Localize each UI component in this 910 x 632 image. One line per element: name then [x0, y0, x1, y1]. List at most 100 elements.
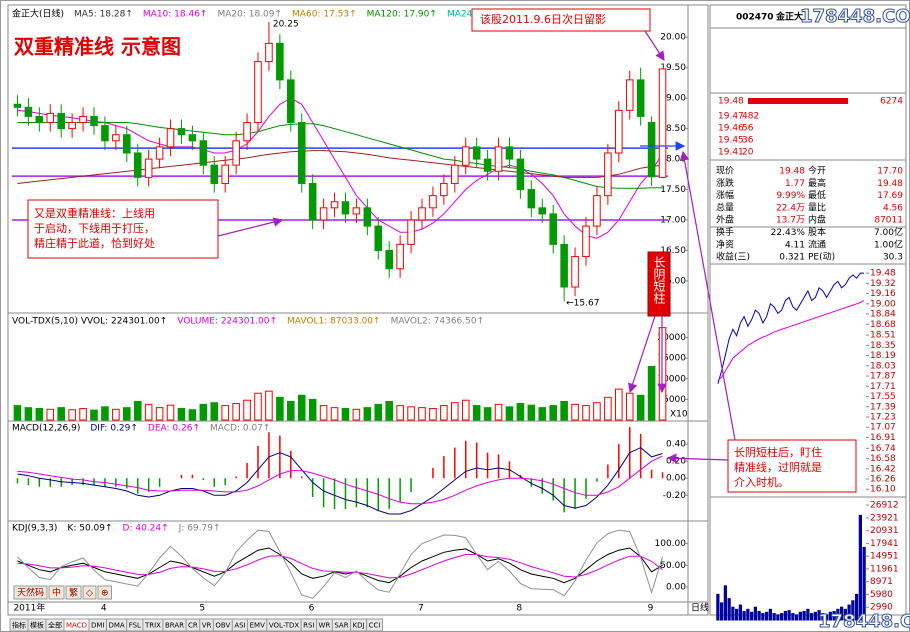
volume-bar [720, 602, 724, 621]
bar-note: 长阴短柱 [652, 256, 666, 305]
tab-label[interactable]: RSI [303, 622, 314, 630]
toolbar-button[interactable] [82, 585, 97, 600]
volume-bar [560, 400, 568, 421]
y-tick-label: 19.50 [660, 63, 686, 73]
toolbar-button[interactable] [48, 585, 65, 600]
legend-entry: KDJ(9,3,3) [12, 524, 57, 534]
arrow [666, 453, 729, 464]
tab-label[interactable]: OBV [215, 622, 230, 630]
tab-label[interactable]: DMI [91, 622, 105, 630]
macd-line [17, 447, 663, 515]
volume-bar [483, 407, 492, 421]
toolbar-button[interactable] [13, 585, 48, 600]
y-tick-label: 18.00 [660, 155, 686, 165]
toolbar-button[interactable] [97, 585, 113, 600]
volume-bar [166, 404, 175, 421]
volume-bar [817, 610, 821, 621]
volume-bar [112, 408, 120, 421]
legend-entry: MA120: 17.90↑ [367, 10, 437, 20]
stat-value: 1.00亿 [874, 238, 903, 250]
left-note: 于启动，下线用于打压， [34, 221, 155, 235]
stat-value: 1.77 [785, 179, 805, 189]
unit-label: X10 [670, 410, 688, 420]
stat-value: 17.70 [877, 167, 903, 177]
tab-label[interactable]: TRIX [144, 622, 161, 630]
y-tick-label: 18.84 [870, 310, 896, 320]
tab-label[interactable]: SAR [334, 622, 348, 630]
toolbar-label[interactable]: ⊕ [101, 589, 109, 599]
volume-bar [735, 608, 739, 621]
order-price: 19.41 [718, 148, 744, 158]
tab-label[interactable]: ASI [234, 622, 245, 630]
tab-label[interactable]: FSL [129, 622, 141, 630]
y-tick-label: 16.42 [870, 464, 896, 474]
y-tick-label: 20931 [870, 526, 899, 536]
legend-entry: MA60: 17.53↑ [292, 10, 357, 20]
order-price: 19.45 [718, 136, 744, 146]
volume-bar [761, 613, 765, 621]
candle-body [24, 106, 33, 117]
tab[interactable] [366, 618, 383, 632]
chart-title: 双重精准线 示意图 [14, 35, 181, 59]
candle-body [330, 201, 339, 209]
tab-label[interactable]: CCI [369, 622, 381, 630]
tab-label[interactable]: VR [202, 622, 212, 630]
tab-label[interactable]: MACD [66, 622, 87, 630]
candle-body [418, 207, 426, 221]
order-price: 19.47 [718, 112, 744, 122]
volume-bar [90, 409, 98, 421]
tab-label[interactable]: EMV [250, 622, 265, 630]
y-tick-label: 18.51 [870, 331, 896, 341]
watermark: 178448.COM [800, 6, 910, 27]
toolbar-label[interactable]: 繁 [69, 587, 78, 599]
tab-label[interactable]: 模板 [30, 621, 44, 630]
volume-bar [582, 405, 590, 421]
candle-body [112, 134, 120, 142]
volume-bar [802, 610, 806, 621]
tab-label[interactable]: BRAR [165, 622, 184, 630]
toolbar-label[interactable]: ◇ [86, 589, 93, 599]
order-volume: 20 [742, 148, 754, 158]
tab-label[interactable]: 指标 [12, 621, 26, 630]
tab-label[interactable]: VOL-TDX [269, 622, 300, 630]
volume-bar [538, 407, 547, 421]
volume-bar [798, 611, 802, 621]
tab-label[interactable]: WR [319, 622, 331, 630]
volume-bar [461, 399, 470, 421]
volume-bar [768, 608, 772, 621]
volume-bar [123, 407, 131, 421]
volume-bar [418, 407, 426, 421]
candle-body [374, 225, 383, 251]
volume-bar [836, 608, 840, 621]
tab-label[interactable]: CR [188, 622, 198, 630]
toolbar-button[interactable] [65, 585, 82, 600]
legend-entry: MAVOL2: 74366.50↑ [391, 317, 485, 327]
toolbar-label[interactable]: 中 [52, 587, 61, 599]
volume-bar [188, 409, 197, 421]
tab-label[interactable]: DMA [108, 622, 124, 630]
volume-bar [330, 407, 339, 421]
tab-label[interactable]: KDJ [353, 622, 365, 630]
candle-body [593, 195, 601, 227]
y-tick-label: 50.00 [660, 561, 686, 571]
note-box [471, 8, 651, 32]
max-label: 20.25 [273, 20, 299, 30]
volume-bar [68, 409, 76, 421]
candle-body [538, 207, 547, 215]
candle-body [221, 164, 229, 184]
candle-body [287, 79, 295, 124]
volume-bar [385, 400, 393, 421]
tab-label[interactable]: 全部 [48, 621, 62, 630]
y-tick-label: 11961 [870, 564, 899, 574]
stat-value: 19.48 [877, 179, 903, 189]
candle-body [13, 103, 22, 108]
candle-body [636, 79, 645, 117]
order-volume: 482 [742, 112, 759, 122]
y-tick-label: 17.50 [660, 185, 686, 195]
arrows [217, 30, 736, 464]
marks: 20.00 19.50 19.00 18.50 18.00 17.50 17.00 16.50… [9, 8, 903, 632]
y-tick-label: 18.35 [870, 341, 896, 351]
stat-label: 内盘 [808, 214, 826, 226]
candle-body [549, 213, 557, 245]
toolbar-label[interactable]: 天然码 [17, 587, 44, 599]
